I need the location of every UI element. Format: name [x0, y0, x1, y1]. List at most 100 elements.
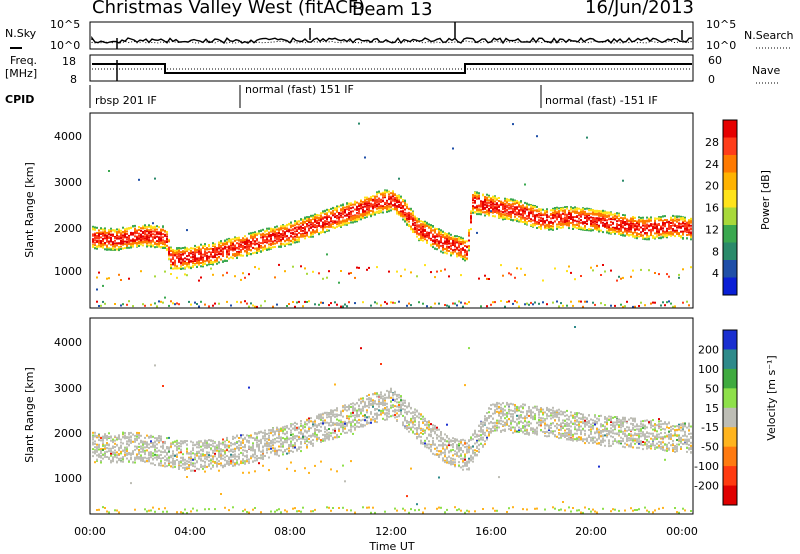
power-point	[162, 229, 164, 232]
power-point	[510, 206, 512, 209]
power-point	[190, 247, 192, 250]
power-point	[646, 216, 648, 219]
power-point	[206, 259, 208, 262]
power-point	[444, 240, 446, 243]
power-point	[664, 304, 666, 307]
power-point	[648, 224, 650, 227]
velocity-point	[120, 438, 122, 441]
power-point	[660, 228, 662, 231]
velocity-point	[126, 437, 128, 439]
velocity-point	[130, 452, 132, 455]
velocity-point	[100, 450, 102, 453]
power-point	[324, 224, 326, 227]
power-point	[420, 231, 422, 233]
power-point	[580, 210, 582, 213]
power-point	[152, 226, 154, 229]
power-point	[336, 207, 338, 210]
power-point	[524, 216, 526, 219]
power-point	[190, 267, 192, 270]
power-point	[316, 214, 318, 216]
velocity-point	[94, 443, 96, 445]
velocity-point	[120, 460, 122, 463]
velocity-point	[116, 456, 118, 459]
power-point	[662, 223, 664, 226]
power-point	[404, 218, 406, 221]
power-point	[126, 244, 128, 247]
power-point	[634, 227, 636, 230]
power-point	[596, 223, 598, 226]
power-point	[284, 231, 286, 234]
power-point	[560, 220, 562, 223]
power-point	[270, 237, 272, 240]
power-point	[588, 214, 590, 217]
power-point	[620, 230, 622, 232]
power-point	[408, 216, 410, 219]
power-point	[320, 226, 322, 229]
power-point	[142, 238, 144, 241]
power-point	[682, 232, 684, 235]
power-point	[616, 230, 618, 233]
power-point	[340, 214, 342, 217]
power-point	[512, 209, 514, 212]
velocity-point	[100, 454, 102, 457]
power-point	[266, 227, 268, 230]
power-point	[266, 238, 268, 240]
power-point	[504, 203, 506, 206]
power-point	[288, 239, 290, 242]
power-point	[544, 226, 546, 229]
power-point	[364, 216, 366, 219]
power-point	[504, 217, 506, 220]
power-point	[672, 232, 674, 235]
power-point	[212, 263, 214, 266]
power-point	[298, 227, 300, 230]
power-point	[666, 236, 668, 239]
power-point	[632, 216, 634, 218]
power-point	[506, 216, 508, 219]
power-point	[120, 248, 122, 250]
power-point	[216, 247, 218, 249]
power-point	[354, 214, 356, 217]
power-point	[552, 301, 554, 304]
power-point	[560, 224, 562, 226]
power-point	[662, 227, 664, 230]
power-point	[162, 233, 164, 236]
velocity-point	[120, 441, 122, 444]
power-point	[194, 250, 196, 253]
power-point	[146, 240, 148, 243]
power-point	[346, 222, 348, 225]
power-point	[234, 275, 236, 278]
power-point	[410, 217, 412, 220]
power-point	[272, 228, 274, 231]
velocity-point	[142, 443, 144, 446]
power-point	[208, 251, 210, 253]
power-point	[328, 229, 330, 232]
power-point	[110, 236, 112, 239]
power-point	[248, 244, 250, 246]
power-point	[398, 212, 400, 215]
power-point	[332, 223, 334, 226]
power-point	[446, 252, 448, 255]
velocity-point	[152, 458, 154, 461]
power-point	[358, 216, 360, 219]
velocity-point	[92, 455, 94, 458]
power-point	[348, 301, 350, 304]
power-point	[242, 272, 244, 275]
power-point	[148, 244, 150, 247]
velocity-point	[126, 457, 128, 460]
power-point	[164, 247, 166, 249]
power-point	[260, 229, 262, 232]
power-point	[448, 233, 450, 236]
power-point	[654, 222, 656, 225]
power-point	[130, 226, 132, 229]
velocity-point	[108, 432, 110, 435]
power-point	[198, 260, 200, 263]
power-point	[664, 224, 666, 227]
power-point	[568, 215, 570, 218]
power-point	[124, 240, 126, 243]
power-point	[666, 301, 668, 304]
power-point	[376, 207, 378, 210]
velocity-point	[160, 462, 162, 465]
power-point	[266, 236, 268, 239]
power-point	[668, 228, 670, 230]
power-point	[214, 243, 216, 246]
